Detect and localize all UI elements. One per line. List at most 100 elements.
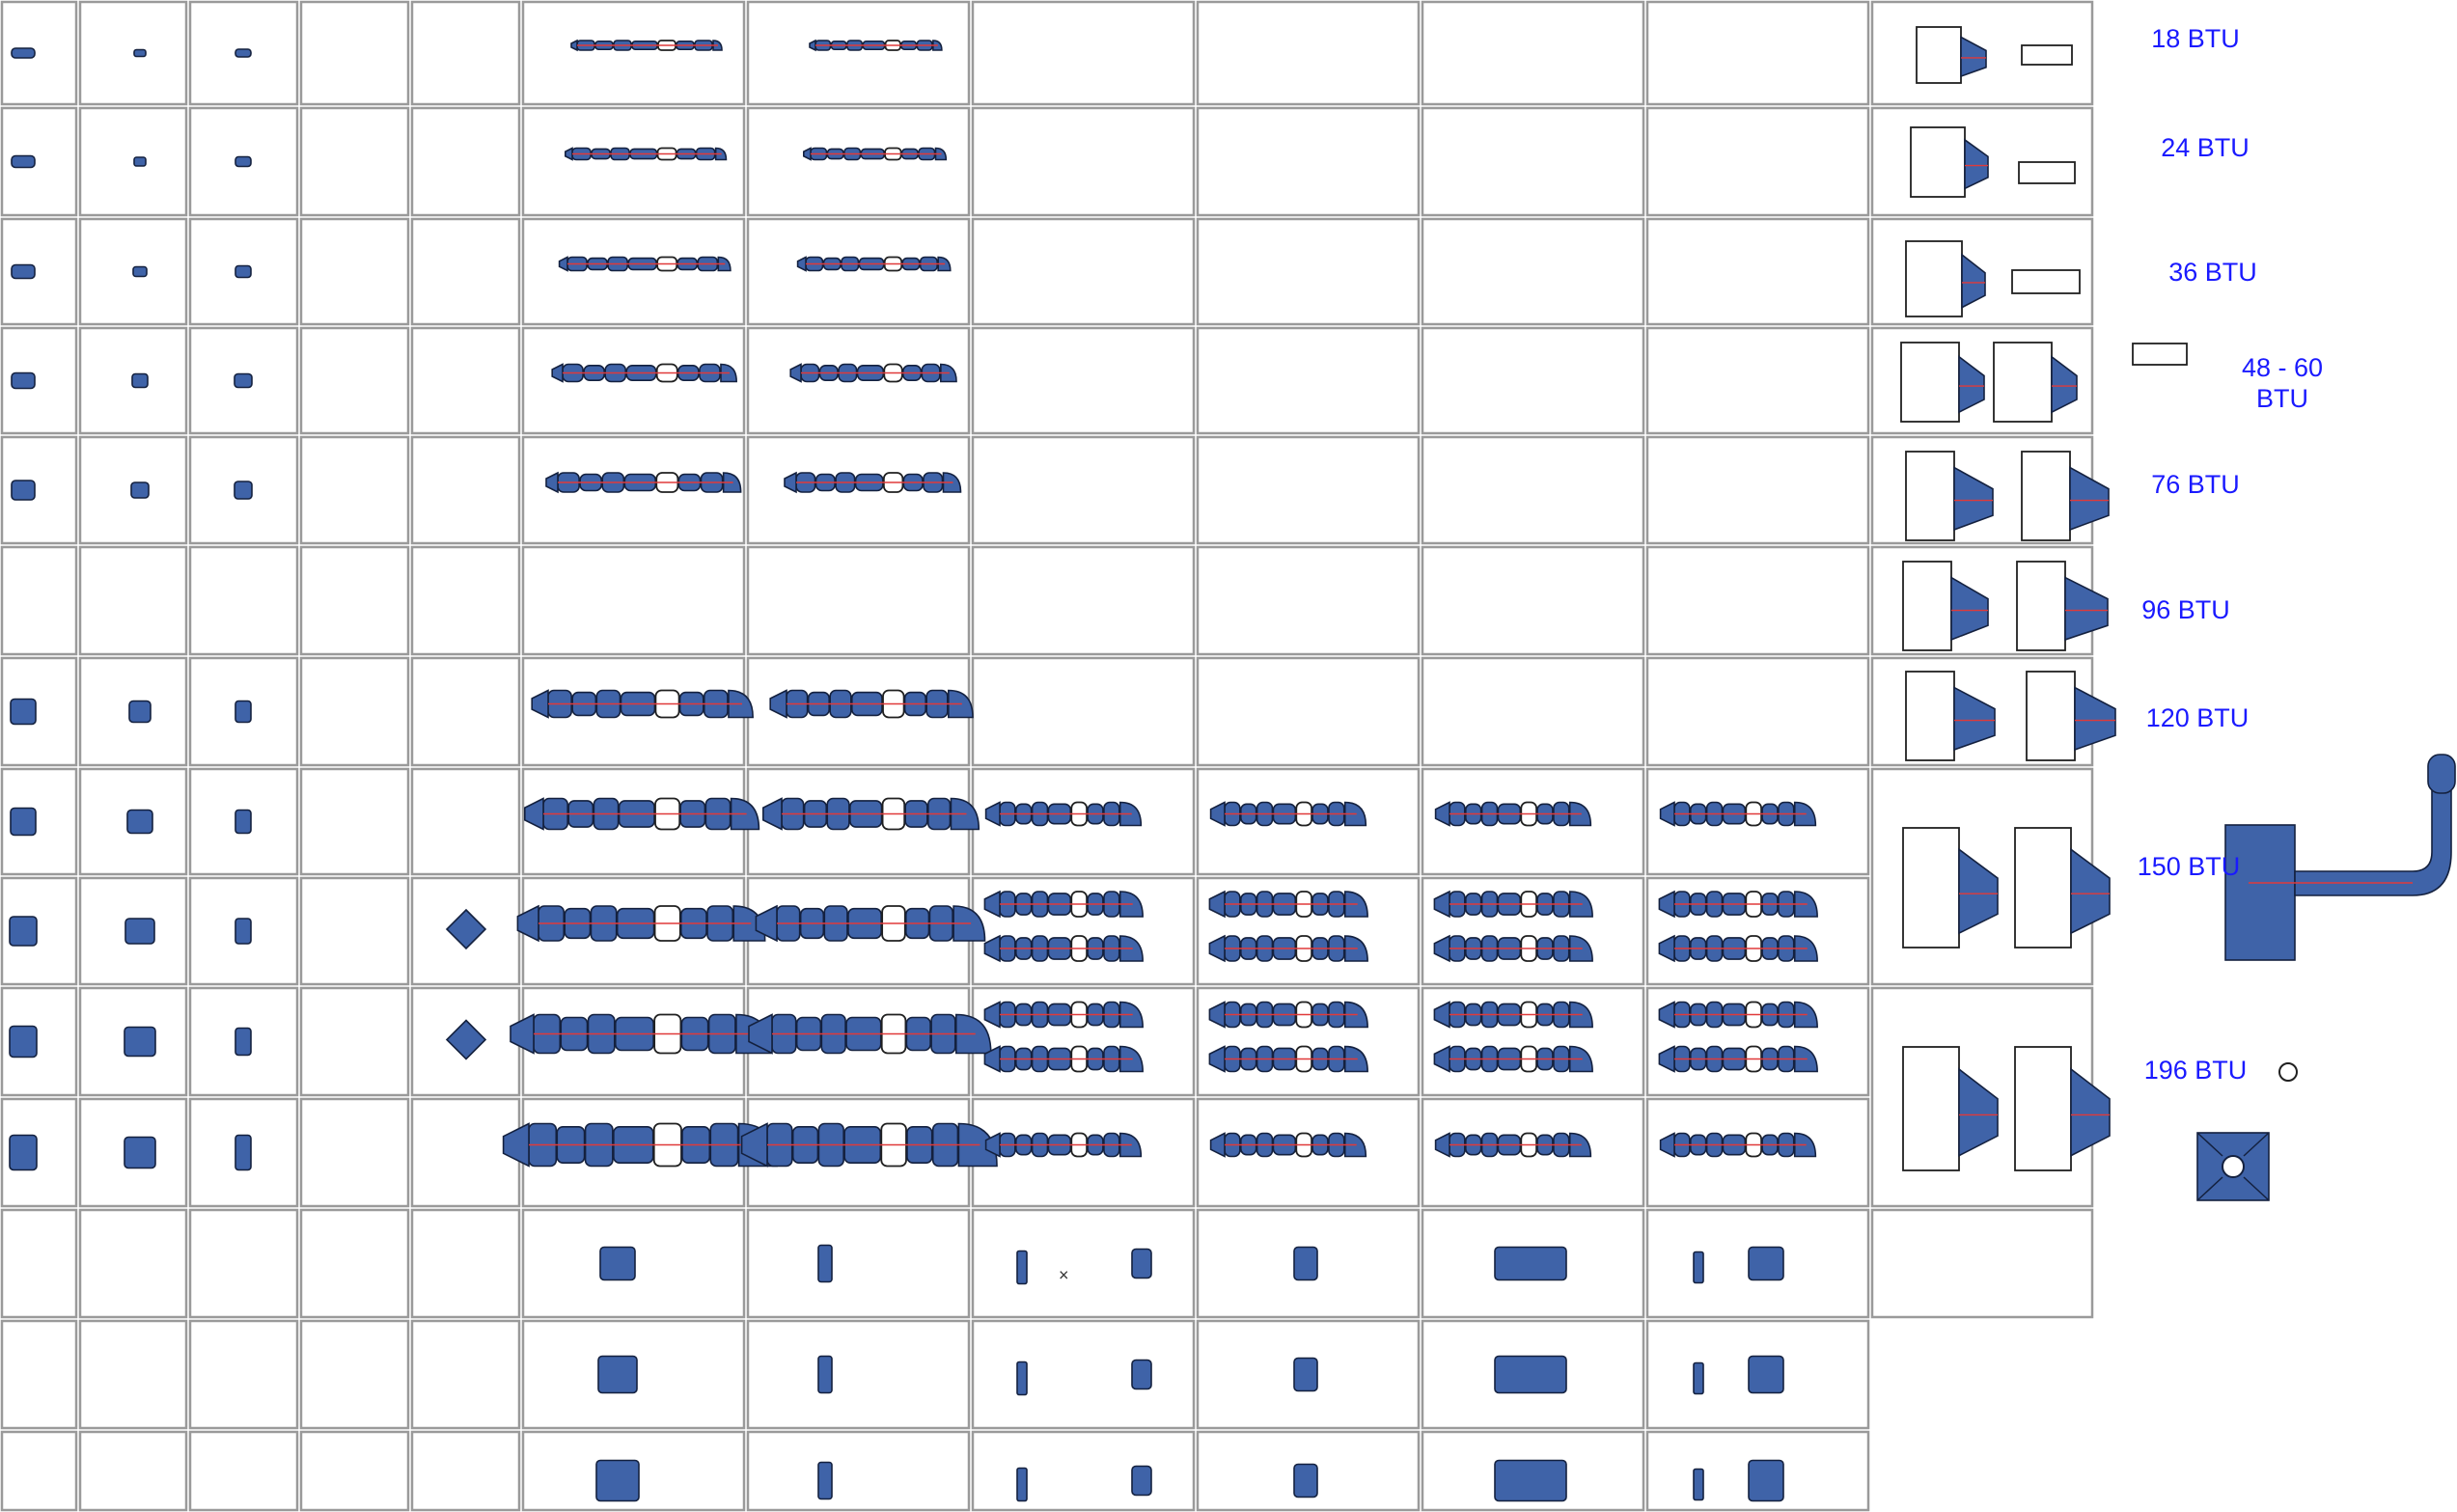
duct-tee-icon: [235, 48, 252, 58]
duct-run-icon: [1659, 1132, 1817, 1158]
duct-run-icon: [1433, 1045, 1593, 1073]
duct-tee-icon: [235, 264, 252, 279]
schedule-cell: [1645, 656, 1870, 767]
row-label-24: 24 BTU: [2161, 133, 2250, 162]
schedule-cell: [299, 1430, 410, 1512]
schedule-cell: [746, 217, 971, 326]
duct-cap-icon: [10, 807, 37, 837]
air-handler-icon: [1902, 827, 1999, 948]
duct-cap-icon: [9, 916, 38, 947]
schedule-cell: [299, 1097, 410, 1208]
schedule-cell: [410, 767, 521, 876]
schedule-cell: [78, 0, 188, 106]
duct-square-icon: [1131, 1248, 1152, 1279]
schedule-cell: [0, 1430, 78, 1512]
duct-run-icon: [524, 797, 760, 831]
duct-run-icon: [502, 1122, 778, 1168]
duct-run-icon: [1434, 1132, 1592, 1158]
duct-cap-icon: [11, 47, 36, 59]
schedule-cell: [410, 106, 521, 217]
duct-riser-icon: [1693, 1251, 1704, 1284]
schedule-cell: [1645, 326, 1870, 435]
duct-run-icon: [570, 39, 723, 52]
schedule-cell: [410, 1097, 521, 1208]
schedule-cell: [78, 1319, 188, 1430]
schedule-cell: [971, 326, 1196, 435]
duct-run-icon: [1494, 1246, 1567, 1281]
diffuser-square-icon: [445, 1019, 487, 1060]
duct-square-icon: [131, 372, 149, 389]
schedule-cell: [299, 0, 410, 106]
schedule-cell: [746, 545, 971, 656]
schedule-cell: [410, 1430, 521, 1512]
schedule-cell: [1421, 0, 1645, 106]
schedule-cell: [971, 1430, 1196, 1512]
duct-run-icon: [1659, 801, 1817, 827]
duct-riser-icon: [817, 1244, 833, 1283]
schedule-cell: [971, 656, 1196, 767]
duct-run-icon: [984, 801, 1143, 827]
schedule-cell: [1645, 217, 1870, 326]
duct-square-icon: [1748, 1355, 1784, 1394]
schedule-cell: [1421, 106, 1645, 217]
schedule-cell: [410, 435, 521, 545]
duct-cap-icon: [9, 1025, 38, 1058]
duct-run-icon: [740, 1122, 998, 1168]
air-handler-icon: [2021, 451, 2110, 541]
duct-riser-icon: [817, 1355, 833, 1394]
schedule-cell: [971, 1319, 1196, 1430]
schedule-cell: [1196, 435, 1421, 545]
duct-run-icon: [984, 1132, 1143, 1158]
air-handler-icon: [1916, 26, 1987, 84]
duct-tee-icon: [234, 481, 253, 500]
duct-run-icon: [516, 904, 766, 943]
rooftop-unit-icon: [2224, 824, 2296, 961]
filter-box-icon: [2132, 343, 2188, 366]
duct-run-icon: [1494, 1355, 1567, 1394]
schedule-cell: [0, 545, 78, 656]
duct-run-icon: [803, 147, 948, 161]
schedule-cell: [971, 217, 1196, 326]
schedule-cell: [746, 0, 971, 106]
row-label-150: 150 BTU: [2137, 852, 2241, 881]
duct-square-icon: [1293, 1357, 1318, 1392]
duct-square-icon: [597, 1355, 638, 1394]
duct-tee-icon: [234, 372, 253, 389]
duct-square-icon: [1293, 1463, 1318, 1498]
round-outlet-icon: [2222, 1155, 2245, 1178]
schedule-cell: [299, 767, 410, 876]
duct-run-icon: [983, 1045, 1144, 1073]
schedule-cell: [78, 876, 188, 986]
air-handler-icon: [1905, 671, 1996, 761]
duct-run-icon: [565, 147, 728, 161]
air-handler-icon: [1902, 1046, 1999, 1171]
duct-tee-icon: [235, 918, 252, 945]
duct-tee-icon: [235, 809, 252, 835]
row-label-18: 18 BTU: [2151, 24, 2240, 53]
schedule-cell: [746, 1430, 971, 1512]
schedule-cell: [1421, 435, 1645, 545]
duct-square-icon: [124, 1026, 156, 1058]
schedule-cell: [1645, 435, 1870, 545]
filter-box-icon: [2011, 269, 2081, 294]
row-label-96: 96 BTU: [2141, 595, 2230, 624]
duct-square-icon: [130, 481, 150, 499]
schedule-cell: [1196, 106, 1421, 217]
row-label-36: 36 BTU: [2168, 258, 2257, 287]
schedule-cell: [1196, 0, 1421, 106]
schedule-cell: [746, 1319, 971, 1430]
row-label-48-60: 48 - 60 BTU: [2241, 353, 2324, 413]
duct-cap-icon: [10, 698, 37, 726]
schedule-cell: [78, 1430, 188, 1512]
duct-cap-icon: [11, 480, 36, 501]
round-outlet-icon: [2278, 1062, 2298, 1082]
schedule-cell: [78, 106, 188, 217]
air-handler-icon: [2014, 1046, 2111, 1171]
schedule-cell: [1196, 545, 1421, 656]
schedule-cell: [188, 767, 299, 876]
duct-run-icon: [983, 890, 1144, 919]
schedule-cell: [0, 767, 78, 876]
duct-run-icon: [551, 363, 737, 383]
schedule-cell: [410, 0, 521, 106]
